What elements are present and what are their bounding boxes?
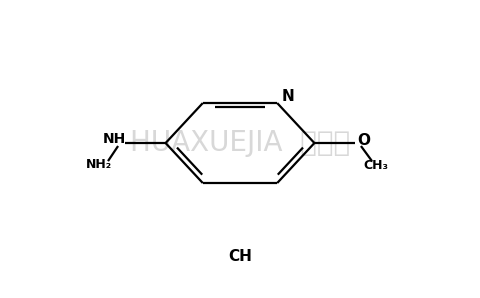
Text: CH: CH (228, 249, 252, 264)
Text: CH₃: CH₃ (363, 159, 388, 172)
Text: NH: NH (103, 133, 126, 146)
Text: NH₂: NH₂ (86, 158, 112, 171)
Text: N: N (281, 89, 294, 104)
Text: HUAXUEJIA  化学加: HUAXUEJIA 化学加 (130, 129, 350, 157)
Text: O: O (357, 133, 371, 148)
